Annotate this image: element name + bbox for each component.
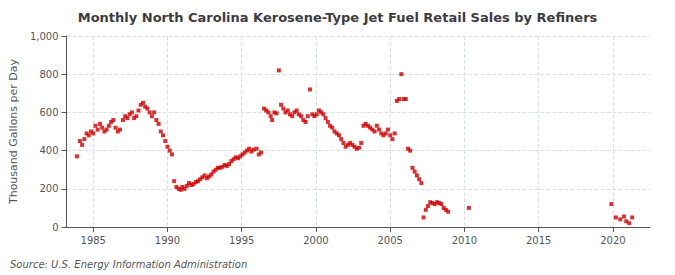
svg-text:600: 600 [39,107,58,118]
svg-text:2005: 2005 [377,235,402,246]
svg-text:2010: 2010 [452,235,477,246]
svg-text:800: 800 [39,69,58,80]
svg-text:1995: 1995 [229,235,254,246]
svg-text:Thousand Gallons per Day: Thousand Gallons per Day [7,58,20,205]
svg-text:1990: 1990 [155,235,180,246]
svg-text:1,000: 1,000 [30,31,59,42]
svg-text:400: 400 [39,145,58,156]
svg-text:2000: 2000 [303,235,328,246]
svg-text:0: 0 [52,222,58,233]
svg-text:200: 200 [39,183,58,194]
svg-text:Source: U.S. Energy Informatio: Source: U.S. Energy Information Administ… [10,259,247,270]
svg-text:2020: 2020 [600,235,625,246]
svg-text:Monthly North Carolina Kerosen: Monthly North Carolina Kerosene-Type Jet… [78,10,598,25]
svg-text:2015: 2015 [526,235,551,246]
svg-text:1985: 1985 [81,235,106,246]
